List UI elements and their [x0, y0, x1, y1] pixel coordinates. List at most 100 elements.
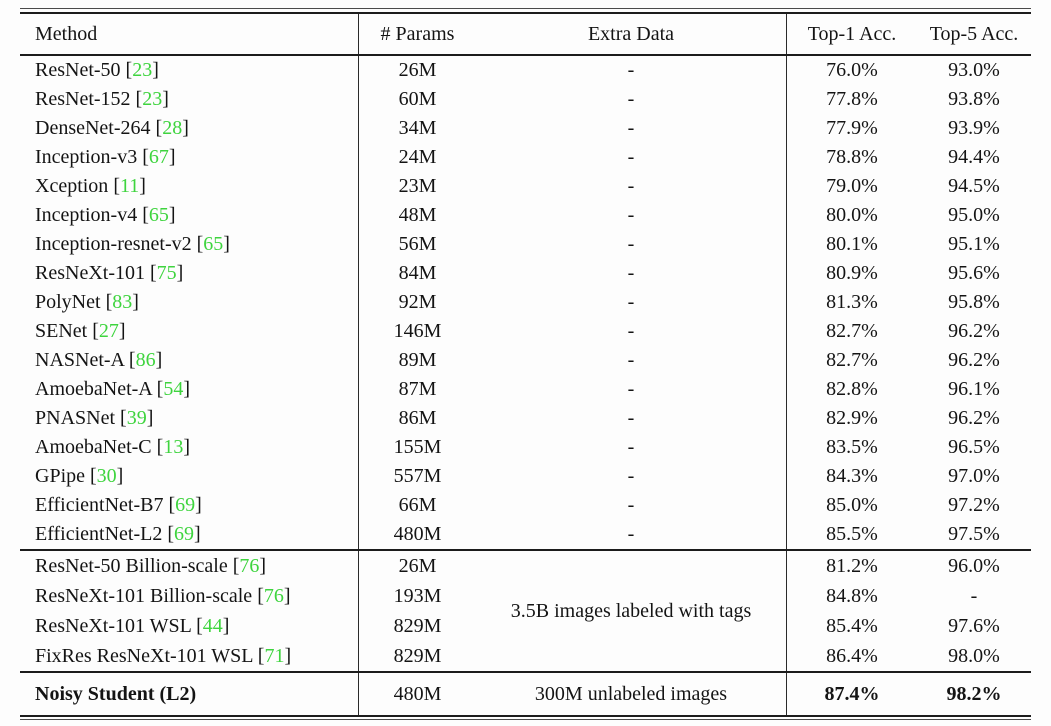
citation-link[interactable]: 86 — [135, 349, 156, 371]
citation-link[interactable]: 13 — [163, 436, 184, 458]
citation-link[interactable]: 83 — [112, 291, 133, 313]
table-row: EfficientNet-B7 [69] 66M - 85.0% 97.2% — [20, 491, 1031, 520]
table-bottom-outer-rule — [20, 719, 1031, 720]
method-name: ResNeXt-101 Billion-scale — [35, 584, 253, 607]
extra-data-cell: - — [476, 114, 787, 143]
method-name: PNASNet — [35, 407, 116, 429]
table-row: Noisy Student (L2) 480M 300M unlabeled ima… — [20, 671, 1031, 716]
extra-data-cell: - — [476, 259, 787, 288]
citation-link[interactable]: 39 — [126, 407, 147, 429]
method-cell: EfficientNet-B7 [69] — [20, 491, 359, 520]
method-name: GPipe — [35, 465, 85, 487]
params-cell: 146M — [393, 320, 442, 342]
method-cell: ResNet-152 [23] — [20, 85, 359, 114]
params-cell: 66M — [398, 494, 437, 516]
citation-link[interactable]: 27 — [98, 320, 119, 342]
citation-link[interactable]: 65 — [148, 204, 169, 226]
params-cell: 155M — [393, 436, 442, 458]
citation-link[interactable]: 75 — [156, 262, 177, 284]
method-cell: Inception-resnet-v2 [65] — [20, 230, 359, 259]
extra-data-cell: - — [476, 55, 787, 85]
params-cell: 92M — [398, 291, 437, 313]
top5-cell: 96.0% — [917, 549, 1031, 581]
citation-link[interactable]: 11 — [119, 175, 140, 197]
table-row: AmoebaNet-C [13] 155M - 83.5% 96.5% — [20, 433, 1031, 462]
params-cell: 84M — [398, 262, 437, 284]
header-row: Method # Params Extra Data Top-1 Acc. Top-5 … — [20, 13, 1031, 56]
citation-link[interactable]: 69 — [174, 523, 195, 545]
extra-data-cell: - — [476, 288, 787, 317]
table-row: DenseNet-264 [28] 34M - 77.9% 93.9% — [20, 114, 1031, 143]
top5-cell: 97.6% — [948, 614, 1000, 637]
citation-link[interactable]: 67 — [148, 146, 169, 168]
table-row: ResNet-50 [23] 26M - 76.0% 93.0% — [20, 55, 1031, 85]
params-cell: 193M — [393, 584, 442, 607]
method-cell: PNASNet [39] — [20, 404, 359, 433]
method-name: AmoebaNet-C — [35, 436, 152, 458]
table-row: ResNeXt-101 [75] 84M - 80.9% 95.6% — [20, 259, 1031, 288]
top5-cell: 96.5% — [948, 436, 1000, 458]
method-name: PolyNet — [35, 291, 101, 313]
method-cell: GPipe [30] — [20, 462, 359, 491]
citation-link[interactable]: 76 — [239, 554, 260, 577]
top1-cell: 76.0% — [826, 59, 878, 81]
table-top-outer-rule — [20, 8, 1031, 9]
table-row: Inception-v3 [67] 24M - 78.8% 94.4% — [20, 143, 1031, 172]
top1-cell: 82.9% — [826, 407, 878, 429]
method-name: ResNet-50 Billion-scale — [35, 554, 228, 577]
citation-link[interactable]: 30 — [96, 465, 117, 487]
method-name: EfficientNet-B7 — [35, 494, 164, 516]
extra-data-cell: - — [476, 433, 787, 462]
citation-link[interactable]: 76 — [263, 584, 284, 607]
top1-cell: 82.7% — [826, 349, 878, 371]
citation-link[interactable]: 23 — [132, 59, 153, 81]
method-name: Inception-resnet-v2 — [35, 233, 192, 255]
citation-link[interactable]: 65 — [203, 233, 224, 255]
table-row: SENet [27] 146M - 82.7% 96.2% — [20, 317, 1031, 346]
top1-cell: 77.9% — [826, 117, 878, 139]
citation-link[interactable]: 71 — [264, 644, 285, 667]
citation-link[interactable]: 28 — [162, 117, 183, 139]
method-cell: Inception-v4 [65] — [20, 201, 359, 230]
top1-cell: 80.0% — [826, 204, 878, 226]
citation-link[interactable]: 23 — [142, 88, 163, 110]
top5-cell: 98.0% — [948, 644, 1000, 667]
top5-cell: 95.6% — [948, 262, 1000, 284]
params-cell: 48M — [398, 204, 437, 226]
top5-cell: 97.5% — [948, 523, 1000, 545]
method-cell: Noisy Student (L2) — [20, 671, 359, 716]
extra-data-cell: - — [476, 375, 787, 404]
top5-cell: 95.0% — [948, 204, 1000, 226]
top5-cell: 97.2% — [948, 494, 1000, 516]
params-cell: 829M — [393, 614, 442, 637]
params-cell: 480M — [358, 671, 476, 716]
table-row: Inception-resnet-v2 [65] 56M - 80.1% 95.1% — [20, 230, 1031, 259]
results-table-wrap: Method # Params Extra Data Top-1 Acc. Top-5 … — [20, 8, 1031, 720]
extra-data-cell: - — [476, 462, 787, 491]
column-header-top1: Top-1 Acc. — [786, 13, 917, 56]
top1-cell: 81.3% — [826, 291, 878, 313]
method-cell: EfficientNet-L2 [69] — [20, 520, 359, 550]
method-name: Inception-v3 — [35, 146, 138, 168]
params-cell: 829M — [393, 644, 442, 667]
method-cell: Inception-v3 [67] — [20, 143, 359, 172]
extra-data-cell: - — [476, 143, 787, 172]
citation-link[interactable]: 69 — [175, 494, 196, 516]
top5-cell: 94.5% — [948, 175, 1000, 197]
method-cell: ResNeXt-101 [75] — [20, 259, 359, 288]
top1-cell: 80.1% — [826, 233, 878, 255]
table-body: ResNet-50 [23] 26M -76.0% 93.0% ResNet-152 [… — [20, 55, 1031, 716]
method-name: AmoebaNet-A — [35, 378, 152, 400]
params-cell: 56M — [398, 233, 437, 255]
top1-cell: 82.7% — [826, 320, 878, 342]
citation-link[interactable]: 54 — [163, 378, 184, 400]
extra-data-cell: - — [476, 317, 787, 346]
table-row: ResNet-152 [23] 60M - 77.8% 93.8% — [20, 85, 1031, 114]
method-name: ResNeXt-101 WSL — [35, 614, 192, 637]
citation-link[interactable]: 44 — [202, 614, 223, 637]
top5-cell: 96.1% — [948, 378, 1000, 400]
top1-cell: 85.5% — [826, 523, 878, 545]
top1-cell: 84.8% — [826, 584, 878, 607]
top1-cell: 83.5% — [826, 436, 878, 458]
table-row: PNASNet [39] 86M - 82.9% 96.2% — [20, 404, 1031, 433]
